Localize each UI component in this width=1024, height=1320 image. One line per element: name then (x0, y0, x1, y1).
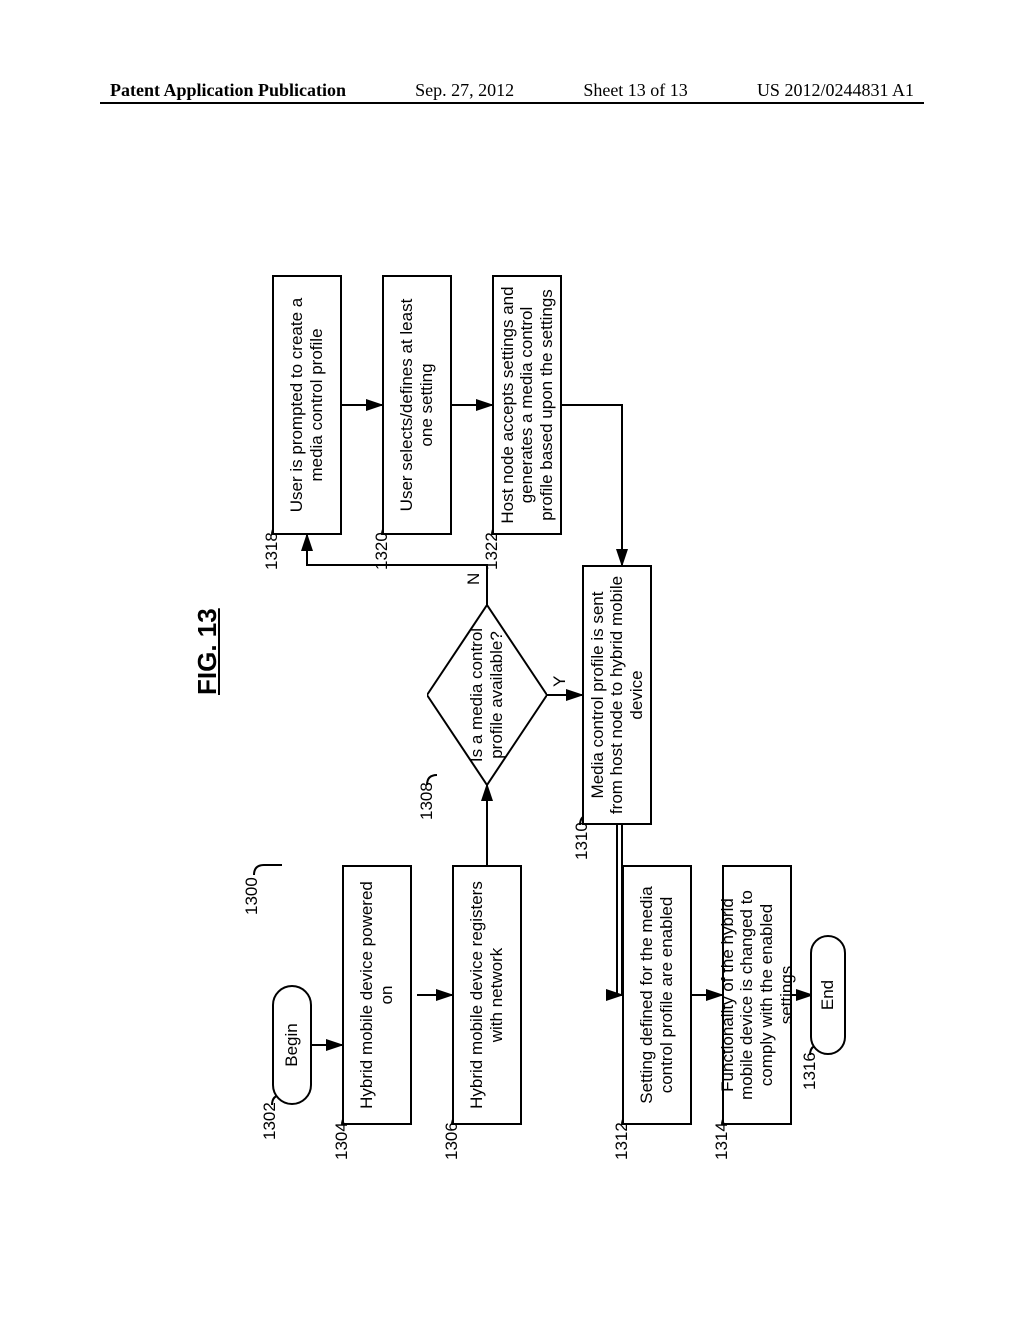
terminal-end-label: End (818, 980, 838, 1010)
box-1304: Hybrid mobile device powered on (342, 865, 412, 1125)
figure-rotated-canvas: FIG. 13 1300 (192, 235, 832, 1125)
box-1310-text: Media control profile is sent from host … (588, 575, 647, 815)
ref-1304: 1304 (332, 1122, 352, 1160)
ref-1316: 1316 (800, 1052, 820, 1090)
box-1322-text: Host node accepts settings and generates… (498, 285, 557, 525)
header-pubno: US 2012/0244831 A1 (757, 80, 914, 101)
decision-yes-label: Y (550, 676, 570, 687)
box-1312-text: Setting defined for the media control pr… (637, 875, 676, 1115)
ref-1312: 1312 (612, 1122, 632, 1160)
header-divider (100, 102, 924, 104)
ref-1314: 1314 (712, 1122, 732, 1160)
box-1314-text: Functionality of the hybrid mobile devic… (718, 875, 796, 1115)
decision-1308: Is a media control profile available? (427, 605, 547, 785)
box-1320-text: User selects/defines at least one settin… (397, 285, 436, 525)
box-1318: User is prompted to create a media contr… (272, 275, 342, 535)
box-1310: Media control profile is sent from host … (582, 565, 652, 825)
box-1322: Host node accepts settings and generates… (492, 275, 562, 535)
box-1306: Hybrid mobile device registers with netw… (452, 865, 522, 1125)
decision-1308-text: Is a media control profile available? (467, 605, 506, 785)
page: Patent Application Publication Sep. 27, … (0, 0, 1024, 1320)
box-1320: User selects/defines at least one settin… (382, 275, 452, 535)
ref-1322: 1322 (482, 532, 502, 570)
box-1318-text: User is prompted to create a media contr… (287, 285, 326, 525)
box-1314: Functionality of the hybrid mobile devic… (722, 865, 792, 1125)
terminal-begin: Begin (272, 985, 312, 1105)
page-header: Patent Application Publication Sep. 27, … (0, 80, 1024, 101)
ref-1308: 1308 (417, 782, 437, 820)
header-date: Sep. 27, 2012 (415, 80, 514, 101)
ref-1320: 1320 (372, 532, 392, 570)
ref-1310: 1310 (572, 822, 592, 860)
ref-1318: 1318 (262, 532, 282, 570)
figure-13: FIG. 13 1300 (512, 680, 513, 681)
decision-no-label: N (464, 573, 484, 585)
header-sheet: Sheet 13 of 13 (583, 80, 687, 101)
ref-1306: 1306 (442, 1122, 462, 1160)
terminal-end: End (810, 935, 846, 1055)
box-1312: Setting defined for the media control pr… (622, 865, 692, 1125)
box-1306-text: Hybrid mobile device registers with netw… (467, 875, 506, 1115)
header-publication: Patent Application Publication (110, 80, 346, 101)
ref-1302: 1302 (260, 1102, 280, 1140)
terminal-begin-label: Begin (282, 1023, 302, 1066)
box-1304-text: Hybrid mobile device powered on (357, 875, 396, 1115)
